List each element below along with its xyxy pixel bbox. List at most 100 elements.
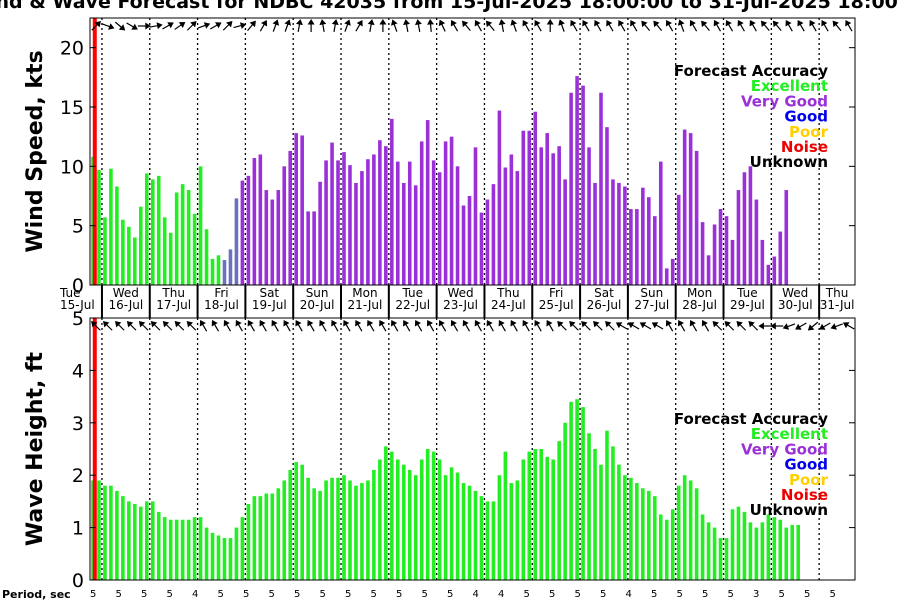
direction-arrow (772, 20, 782, 31)
bar (401, 464, 406, 580)
bar (497, 110, 502, 285)
bar (270, 199, 275, 285)
bar (222, 538, 227, 580)
bar (593, 182, 597, 285)
direction-arrow (736, 321, 747, 331)
bar (330, 477, 334, 580)
bar (103, 485, 107, 580)
bar (527, 130, 532, 285)
bar (234, 527, 239, 580)
bar (652, 216, 657, 285)
bar (581, 407, 585, 580)
bar (354, 182, 358, 285)
bar (682, 129, 687, 285)
bar (736, 506, 741, 580)
bar (150, 501, 155, 580)
bar (647, 197, 651, 285)
bar (778, 231, 783, 285)
period-value: 4 (626, 589, 632, 600)
bar (139, 206, 143, 285)
bar (676, 194, 681, 285)
bar (318, 490, 322, 580)
bar (730, 509, 735, 580)
period-row: Period, sec 5 5 5 5 4 5 5 5 5 5 5 5 5 5 5 4 4 5 5 5 5 4 5 5 5 5 3 5… (2, 588, 836, 600)
bar (724, 216, 729, 285)
direction-arrow (137, 22, 151, 30)
day-of-week-label: Mon (687, 286, 712, 300)
legend-heading: Forecast Accuracy (674, 62, 828, 80)
bar (109, 168, 113, 285)
direction-arrow (593, 321, 603, 331)
bar (700, 222, 705, 285)
legend-item: Unknown (750, 501, 828, 519)
bar (396, 161, 400, 285)
direction-arrow (138, 321, 149, 331)
bar (150, 179, 155, 285)
bar (342, 475, 346, 580)
direction-arrow (247, 319, 255, 332)
day-of-week-label: Tue (59, 286, 81, 300)
direction-arrow (149, 22, 163, 30)
date-label: 16-Jul (108, 298, 143, 312)
direction-arrow (701, 319, 710, 332)
bar (300, 135, 304, 285)
bar (431, 160, 436, 285)
date-label: 19-Jul (252, 298, 287, 312)
bar (491, 184, 496, 285)
bar (282, 480, 287, 580)
bar (760, 239, 765, 285)
bar (372, 469, 376, 580)
bar (533, 449, 538, 580)
direction-arrow (211, 319, 220, 332)
bar (670, 258, 675, 285)
day-of-week-label: Sat (594, 286, 614, 300)
bar (121, 496, 125, 580)
direction-arrow (807, 321, 819, 331)
bar (228, 249, 233, 285)
direction-arrow (498, 319, 506, 332)
period-value: 5 (396, 589, 402, 600)
direction-arrow (581, 321, 591, 331)
direction-arrow (474, 319, 483, 332)
bar (521, 130, 526, 285)
period-value: 5 (269, 589, 275, 600)
bar (198, 166, 203, 285)
y-tick-label: 20 (60, 38, 84, 60)
bar (246, 175, 251, 285)
bar (425, 120, 430, 285)
direction-arrow (379, 319, 387, 332)
direction-arrow (641, 20, 651, 31)
date-label: 30-Jul (778, 298, 813, 312)
direction-arrow (199, 319, 208, 332)
bar (712, 527, 717, 580)
bar (784, 527, 789, 580)
bar (700, 514, 705, 580)
bar (324, 480, 328, 580)
direction-arrow (689, 19, 698, 32)
bar (682, 475, 687, 580)
legend-heading: Forecast Accuracy (674, 410, 828, 428)
direction-arrow (570, 19, 578, 32)
direction-arrow (809, 19, 817, 32)
direction-arrow (498, 19, 506, 33)
bar (162, 517, 167, 580)
direction-arrow (427, 19, 435, 33)
period-value: 5 (600, 589, 606, 600)
bar (515, 480, 520, 580)
direction-arrow (438, 319, 447, 332)
bar (294, 133, 298, 285)
period-label: Period, sec (2, 588, 71, 600)
period-value: 5 (90, 589, 96, 600)
period-value: 4 (498, 589, 504, 600)
legend-item: Poor (789, 123, 829, 141)
direction-arrow (259, 319, 267, 332)
bar (294, 462, 298, 580)
bar (473, 490, 478, 580)
bar (348, 165, 352, 285)
day-of-week-label: Sat (259, 286, 279, 300)
bar (509, 483, 514, 580)
bar (437, 172, 442, 285)
bar (491, 501, 496, 580)
period-value: 5 (677, 589, 683, 600)
